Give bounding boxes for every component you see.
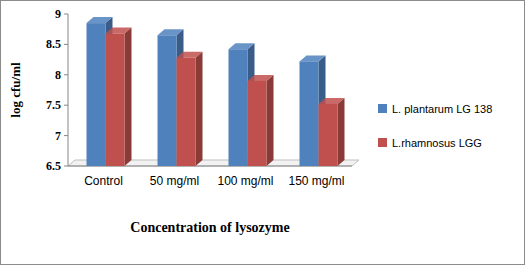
bar [158, 35, 177, 166]
y-tick [64, 74, 68, 75]
bar [177, 58, 196, 166]
x-tick-label: 50 mg/ml [150, 174, 199, 188]
bar-top [248, 75, 274, 81]
bar-top [319, 98, 345, 104]
bar-top [158, 29, 184, 35]
legend-label: L.rhamnosus LGG [392, 137, 482, 149]
chart-border [1, 1, 525, 265]
bar [248, 81, 267, 166]
bar [300, 61, 319, 166]
y-tick-label: 7 [55, 129, 61, 143]
y-tick-label: 9 [55, 7, 61, 21]
bar-side [267, 75, 274, 166]
bar [319, 104, 338, 166]
chart-svg: 6.5 7 7.5 8 8.5 9 Control 50 mg/ml 100 mg/ml 150 … [0, 0, 525, 265]
x-tick-label: Control [84, 174, 123, 188]
bar [106, 33, 125, 166]
y-tick [64, 135, 68, 136]
x-tick-label: 100 mg/ml [217, 174, 273, 188]
y-axis-title: log cfu/ml [8, 62, 23, 118]
y-tick [64, 166, 68, 167]
x-tick-label: 150 mg/ml [288, 174, 344, 188]
legend-swatch [378, 138, 387, 147]
bar [229, 49, 248, 166]
y-tick-label: 8.5 [46, 37, 61, 51]
legend-swatch [378, 104, 387, 113]
x-axis-title: Concentration of lysozyme [130, 220, 289, 235]
y-tick [64, 44, 68, 45]
bar-top [106, 27, 132, 33]
y-tick-label: 7.5 [46, 98, 61, 112]
bar-side [196, 52, 203, 166]
y-tick [64, 14, 68, 15]
bar-top [300, 55, 326, 61]
bars [87, 17, 345, 166]
bar-side [338, 98, 345, 166]
y-tick-label: 6.5 [46, 159, 61, 173]
bar [87, 23, 106, 166]
bar-top [229, 43, 255, 49]
bar-top [177, 52, 203, 58]
y-tick-label: 8 [55, 68, 61, 82]
bar-top [87, 17, 113, 23]
chart-root: 6.5 7 7.5 8 8.5 9 Control 50 mg/ml 100 mg/ml 150 … [0, 0, 525, 265]
y-tick [64, 105, 68, 106]
y-axis [68, 14, 69, 166]
bar-side [125, 27, 132, 166]
legend-label: L. plantarum LG 138 [392, 103, 492, 115]
